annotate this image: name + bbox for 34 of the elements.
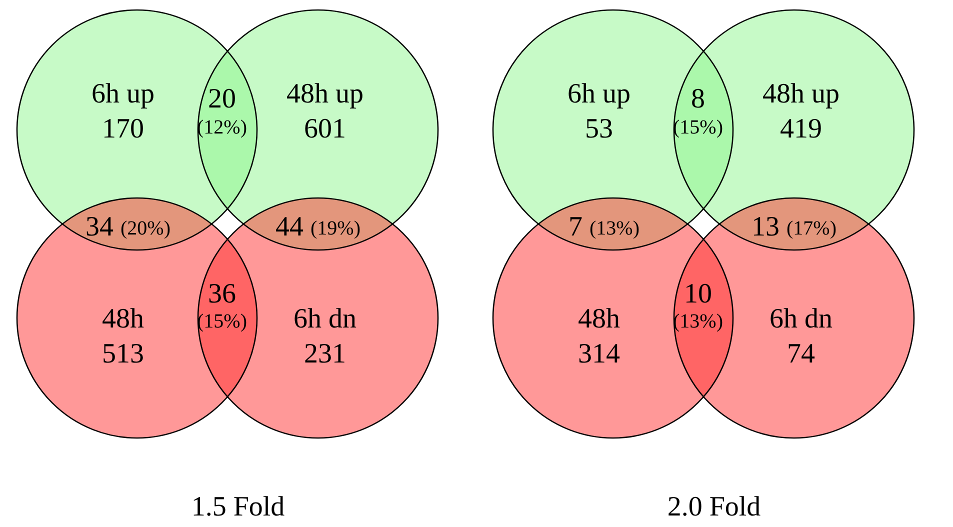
text: (20%) bbox=[120, 217, 170, 240]
category-label: 48h up bbox=[286, 78, 364, 110]
text: 34 bbox=[86, 211, 114, 242]
data-label: 419 bbox=[780, 113, 822, 144]
data-label: 170 bbox=[102, 113, 144, 144]
text: 44 bbox=[276, 211, 304, 242]
data-label: 601 bbox=[304, 113, 346, 144]
text: (13%) bbox=[673, 310, 723, 332]
data-label: 231 bbox=[304, 338, 346, 370]
text: 2.0 Fold bbox=[667, 492, 761, 523]
text: 20 bbox=[208, 83, 236, 114]
category-label: 48h up bbox=[762, 78, 840, 110]
category-label: 48h bbox=[102, 303, 144, 334]
text: 7 bbox=[568, 211, 583, 242]
data-label: 53 bbox=[585, 113, 613, 144]
text: 36 bbox=[208, 278, 236, 310]
text: (15%) bbox=[197, 310, 247, 332]
text: 8 bbox=[691, 83, 705, 114]
category-label: 6h dn bbox=[294, 303, 356, 334]
category-label: 6h dn bbox=[770, 303, 832, 334]
text: (12%) bbox=[197, 116, 247, 138]
data-label: 74 bbox=[787, 338, 815, 370]
text: (17%) bbox=[786, 217, 836, 240]
text: 10 bbox=[684, 278, 712, 310]
category-label: 6h up bbox=[92, 78, 154, 110]
text: 1.5 Fold bbox=[191, 492, 285, 523]
text: 13 bbox=[752, 211, 780, 242]
text: (19%) bbox=[310, 217, 360, 240]
data-label: 314 bbox=[578, 338, 620, 370]
category-label: 48h bbox=[578, 303, 620, 334]
data-label: 513 bbox=[102, 338, 144, 370]
text: (13%) bbox=[590, 217, 640, 240]
category-label: 6h up bbox=[568, 78, 630, 110]
text: (15%) bbox=[673, 116, 723, 138]
